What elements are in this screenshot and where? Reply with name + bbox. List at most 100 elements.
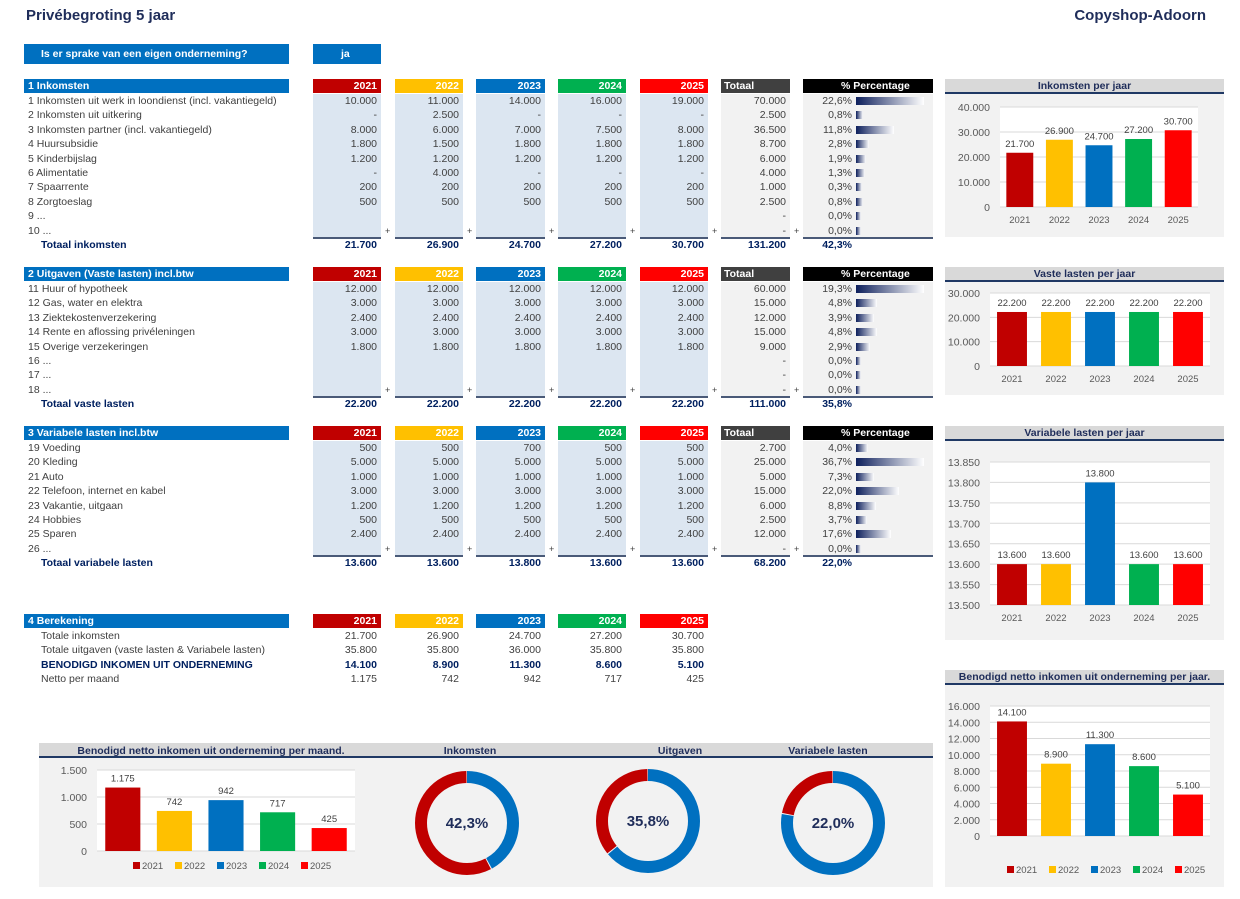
amount-cell[interactable] [558, 224, 626, 238]
amount-cell[interactable]: - [373, 167, 378, 179]
amount-cell[interactable]: 500 [523, 514, 541, 526]
amount-cell[interactable]: 3.000 [514, 297, 541, 310]
amount-cell[interactable]: 500 [441, 442, 459, 454]
amount-cell[interactable]: 2.500 [432, 109, 459, 122]
amount-cell[interactable]: 500 [359, 442, 377, 454]
amount-cell[interactable]: 3.000 [595, 297, 622, 310]
amount-cell[interactable]: 3.000 [514, 485, 541, 498]
amount-cell[interactable] [558, 209, 626, 223]
amount-cell[interactable] [558, 383, 626, 397]
amount-cell[interactable]: 500 [604, 514, 622, 526]
amount-cell[interactable] [313, 542, 381, 556]
amount-cell[interactable]: 3.000 [595, 326, 622, 339]
amount-cell[interactable]: 2.400 [350, 528, 377, 541]
amount-cell[interactable]: - [537, 167, 542, 179]
amount-cell[interactable]: 1.800 [595, 138, 622, 151]
amount-cell[interactable]: 2.400 [350, 311, 377, 324]
amount-cell[interactable]: 700 [523, 442, 541, 454]
amount-cell[interactable] [476, 209, 545, 223]
amount-cell[interactable] [313, 368, 381, 382]
amount-cell[interactable]: 500 [359, 195, 377, 208]
amount-cell[interactable] [558, 354, 626, 368]
amount-cell[interactable]: 1.800 [350, 138, 377, 151]
amount-cell[interactable] [558, 542, 626, 556]
amount-cell[interactable]: 5.000 [514, 456, 541, 469]
amount-cell[interactable]: 1.500 [432, 138, 459, 151]
amount-cell[interactable]: 1.800 [595, 340, 622, 353]
amount-cell[interactable]: 200 [441, 181, 459, 194]
amount-cell[interactable]: 500 [441, 514, 459, 526]
amount-cell[interactable]: 2.400 [432, 528, 459, 541]
amount-cell[interactable]: 8.000 [350, 123, 377, 136]
own-business-select[interactable]: ja [313, 44, 381, 64]
amount-cell[interactable] [640, 224, 708, 238]
amount-cell[interactable]: 4.000 [432, 167, 459, 179]
amount-cell[interactable] [476, 383, 545, 397]
amount-cell[interactable]: 1.800 [677, 138, 704, 151]
amount-cell[interactable]: 500 [686, 195, 704, 208]
amount-cell[interactable]: 3.000 [514, 326, 541, 339]
amount-cell[interactable] [395, 383, 463, 397]
amount-cell[interactable]: 1.800 [432, 340, 459, 353]
amount-cell[interactable]: 1.200 [514, 152, 541, 165]
amount-cell[interactable]: 1.800 [514, 340, 541, 353]
amount-cell[interactable]: 1.800 [677, 340, 704, 353]
amount-cell[interactable] [640, 209, 708, 223]
amount-cell[interactable]: 2.400 [677, 311, 704, 324]
amount-cell[interactable]: 500 [441, 195, 459, 208]
amount-cell[interactable]: - [618, 109, 623, 122]
amount-cell[interactable]: 1.000 [595, 470, 622, 483]
amount-cell[interactable] [640, 368, 708, 382]
amount-cell[interactable]: 3.000 [432, 326, 459, 339]
amount-cell[interactable]: 200 [359, 181, 377, 194]
amount-cell[interactable]: 1.800 [350, 340, 377, 353]
amount-cell[interactable]: 6.000 [432, 123, 459, 136]
amount-cell[interactable]: 500 [523, 195, 541, 208]
amount-cell[interactable]: 500 [359, 514, 377, 526]
amount-cell[interactable]: 1.200 [432, 499, 459, 512]
amount-cell[interactable]: 5.000 [350, 456, 377, 469]
amount-cell[interactable]: 200 [686, 181, 704, 194]
amount-cell[interactable] [313, 354, 381, 368]
amount-cell[interactable]: - [537, 109, 542, 122]
amount-cell[interactable]: 3.000 [432, 297, 459, 310]
amount-cell[interactable]: 5.000 [677, 456, 704, 469]
amount-cell[interactable]: 2.400 [432, 311, 459, 324]
amount-cell[interactable]: 11.000 [427, 95, 459, 107]
amount-cell[interactable]: 10.000 [344, 95, 377, 107]
amount-cell[interactable]: 12.000 [426, 283, 459, 295]
amount-cell[interactable] [395, 354, 463, 368]
amount-cell[interactable] [640, 383, 708, 397]
amount-cell[interactable]: 1.000 [677, 470, 704, 483]
amount-cell[interactable]: 12.000 [671, 283, 704, 295]
amount-cell[interactable]: 500 [604, 195, 622, 208]
amount-cell[interactable]: 12.000 [344, 283, 377, 295]
amount-cell[interactable]: 2.400 [595, 311, 622, 324]
amount-cell[interactable]: 12.000 [508, 283, 541, 295]
amount-cell[interactable]: 3.000 [677, 485, 704, 498]
amount-cell[interactable]: 3.000 [350, 326, 377, 339]
amount-cell[interactable]: - [700, 109, 705, 122]
amount-cell[interactable]: 1.200 [432, 152, 459, 165]
amount-cell[interactable] [313, 224, 381, 238]
amount-cell[interactable]: 1.200 [595, 152, 622, 165]
amount-cell[interactable]: 3.000 [350, 297, 377, 310]
amount-cell[interactable]: 2.400 [677, 528, 704, 541]
amount-cell[interactable] [313, 209, 381, 223]
amount-cell[interactable]: 500 [604, 442, 622, 454]
amount-cell[interactable] [640, 542, 708, 556]
amount-cell[interactable]: 1.200 [350, 499, 377, 512]
amount-cell[interactable]: 8.000 [677, 123, 704, 136]
amount-cell[interactable]: - [700, 167, 705, 179]
amount-cell[interactable]: 500 [686, 514, 704, 526]
amount-cell[interactable] [395, 224, 463, 238]
amount-cell[interactable] [395, 542, 463, 556]
amount-cell[interactable]: 7.500 [595, 123, 622, 136]
amount-cell[interactable]: 200 [604, 181, 622, 194]
amount-cell[interactable]: 5.000 [432, 456, 459, 469]
amount-cell[interactable]: 1.200 [514, 499, 541, 512]
amount-cell[interactable]: 1.200 [350, 152, 377, 165]
amount-cell[interactable]: 3.000 [677, 297, 704, 310]
amount-cell[interactable]: 3.000 [432, 485, 459, 498]
amount-cell[interactable]: 12.000 [589, 283, 622, 295]
